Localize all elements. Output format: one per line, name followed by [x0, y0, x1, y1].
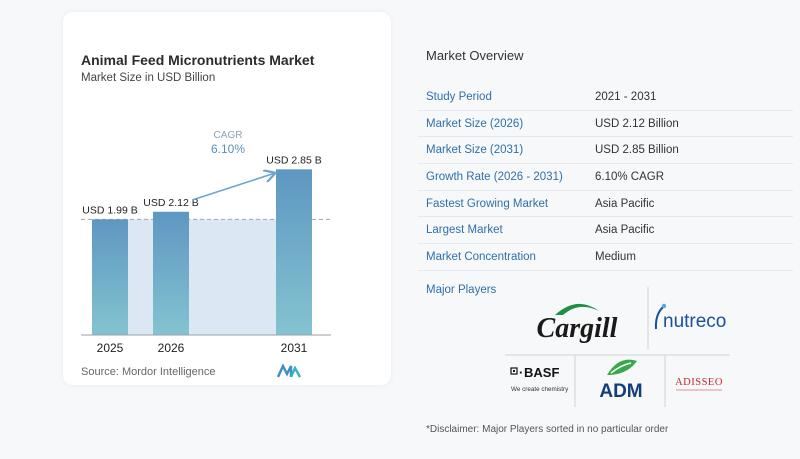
bar-chart: USD 1.99 B 2025 USD 2.12 B 2026 USD 2.85 B 20… [81, 130, 331, 355]
cagr-value: 6.10% [211, 142, 245, 156]
bar-value-label: USD 2.12 B [143, 197, 198, 209]
bar-2026 [153, 211, 189, 335]
cargill-logo: Cargill [515, 293, 640, 345]
market-overview-title: Market Overview [426, 48, 524, 63]
major-players-logos: Cargill nutreco · BASF We create chemist… [505, 287, 730, 407]
nutreco-logo-text: nutreco [663, 311, 726, 332]
overview-row-label: Growth Rate (2026 - 2031) [426, 170, 563, 183]
bar-2025 [92, 219, 128, 335]
overview-row-value: USD 2.12 Billion [595, 117, 679, 130]
source-note: Source: Mordor Intelligence [81, 366, 216, 378]
overview-row: Market Concentration Medium [418, 244, 793, 271]
bar-value-label: USD 1.99 B [82, 204, 137, 216]
overview-row-value: USD 2.85 Billion [595, 144, 679, 157]
basf-tagline: We create chemistry [511, 386, 569, 393]
overview-row: Market Size (2031) USD 2.85 Billion [418, 137, 793, 165]
cargill-logo-text: Cargill [537, 313, 618, 344]
cagr-arrow [192, 173, 274, 201]
x-tick-label: 2025 [97, 341, 124, 355]
market-overview-table: Study Period 2021 - 2031 Market Size (2026… [418, 84, 793, 271]
overview-row: Study Period 2021 - 2031 [418, 84, 793, 111]
chart-subtitle: Market Size in USD Billion [81, 72, 216, 84]
overview-row-label: Market Size (2026) [426, 117, 524, 130]
overview-row-value: 2021 - 2031 [595, 90, 657, 103]
overview-row-label: Fastest Growing Market [426, 197, 549, 210]
overview-row-value: Medium [595, 250, 636, 263]
overview-row-value: 6.10% CAGR [595, 170, 665, 183]
bar-2031 [276, 169, 312, 335]
overview-row-label: Market Concentration [426, 250, 536, 263]
major-players-label: Major Players [426, 284, 497, 296]
svg-text:·: · [519, 365, 523, 380]
basf-logo: · BASF We create chemistry [509, 363, 571, 401]
x-tick-label: 2031 [281, 341, 308, 355]
nutreco-logo: nutreco [651, 299, 730, 339]
cagr-label: CAGR [214, 130, 243, 141]
x-tick-label: 2026 [158, 341, 185, 355]
overview-row: Growth Rate (2026 - 2031) 6.10% CAGR [418, 164, 793, 191]
overview-row-label: Largest Market [426, 224, 503, 237]
chart-title: Animal Feed Micronutrients Market [81, 52, 315, 68]
adm-logo-text: ADM [599, 381, 642, 402]
overview-row: Largest Market Asia Pacific [418, 217, 793, 245]
bar-value-label: USD 2.85 B [266, 154, 321, 166]
basf-logo-text: BASF [524, 365, 559, 380]
adisseo-logo-text: ADISSEO [675, 377, 723, 388]
overview-row-value: Asia Pacific [595, 224, 655, 237]
overview-row-label: Market Size (2031) [426, 144, 524, 157]
adm-logo: ADM [583, 353, 659, 405]
logo-grid-lines [505, 287, 730, 407]
mordor-intelligence-logo [277, 364, 301, 378]
overview-row-value: Asia Pacific [595, 197, 655, 210]
overview-row: Fastest Growing Market Asia Pacific [418, 191, 793, 218]
adisseo-logo: ADISSEO [668, 365, 730, 399]
disclaimer-note: *Disclaimer: Major Players sorted in no … [426, 424, 669, 435]
overview-row: Market Size (2026) USD 2.12 Billion [418, 111, 793, 138]
overview-row-label: Study Period [426, 90, 492, 103]
